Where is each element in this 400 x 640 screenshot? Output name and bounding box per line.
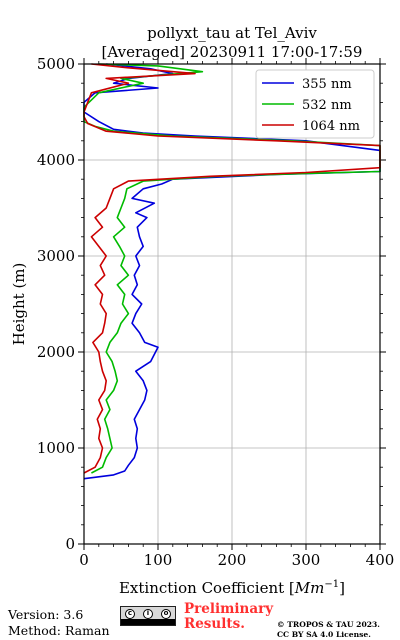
license-text: CC BY SA 4.0 License. (277, 630, 371, 639)
legend-box (255, 69, 375, 139)
sa-icon: o (161, 608, 171, 619)
cc-license-badge: c i o (120, 606, 176, 626)
x-tick-label: 400 (366, 551, 395, 569)
x-tick-label: 0 (79, 551, 89, 569)
chart-title: pollyxt_tau at Tel_Aviv (147, 24, 317, 42)
y-tick-label: 0 (65, 535, 75, 553)
legend-label: 532 nm (302, 98, 352, 113)
x-tick-label: 200 (218, 551, 247, 569)
plot-frame (83, 63, 381, 545)
y-tick-label: 1000 (37, 439, 75, 457)
preliminary-line2: Results. (184, 616, 245, 632)
y-tick-label: 2000 (37, 343, 75, 361)
chart-subtitle: [Averaged] 20230911 17:00-17:59 (102, 43, 363, 61)
y-tick-label: 5000 (37, 55, 75, 73)
legend-label: 355 nm (302, 77, 352, 92)
cc-badge-icons: c i o (121, 607, 175, 620)
preliminary-line1: Preliminary (184, 601, 274, 617)
data-series (83, 63, 381, 480)
x-tick-labels: 0 100 200 300 400 (79, 551, 394, 569)
cc-icon: c (125, 608, 135, 619)
series-line (83, 63, 381, 474)
legend: 355 nm 532 nm 1064 nm (255, 69, 375, 139)
y-tick-label: 3000 (37, 247, 75, 265)
version-block: Version: 3.6 Method: Raman (8, 607, 110, 639)
x-axis-label-close: ] (339, 579, 345, 597)
x-tick-label: 100 (144, 551, 173, 569)
legend-label: 1064 nm (302, 119, 360, 134)
x-tick-label: 300 (292, 551, 321, 569)
by-icon: i (143, 608, 153, 619)
preliminary-note: Preliminary Results. (184, 602, 273, 632)
x-axis-label-text: Extinction Coefficient [ (119, 579, 295, 597)
copyright-text: © TROPOS & TAU 2023. (277, 620, 380, 629)
x-axis-unit: Mm (294, 579, 325, 597)
x-axis-unit-exponent: −1 (324, 579, 339, 590)
copyright-block: © TROPOS & TAU 2023. CC BY SA 4.0 Licens… (277, 620, 380, 640)
y-tick-labels: 0 1000 2000 3000 4000 5000 (37, 55, 75, 553)
y-axis-label: Height (m) (10, 263, 28, 346)
y-tick-label: 4000 (37, 151, 75, 169)
method-text: Method: Raman (8, 623, 110, 638)
x-axis-label: Extinction Coefficient [Mm−1] (119, 579, 345, 597)
series-line (83, 63, 381, 480)
version-text: Version: 3.6 (8, 607, 84, 622)
cc-badge-strip (121, 619, 175, 625)
